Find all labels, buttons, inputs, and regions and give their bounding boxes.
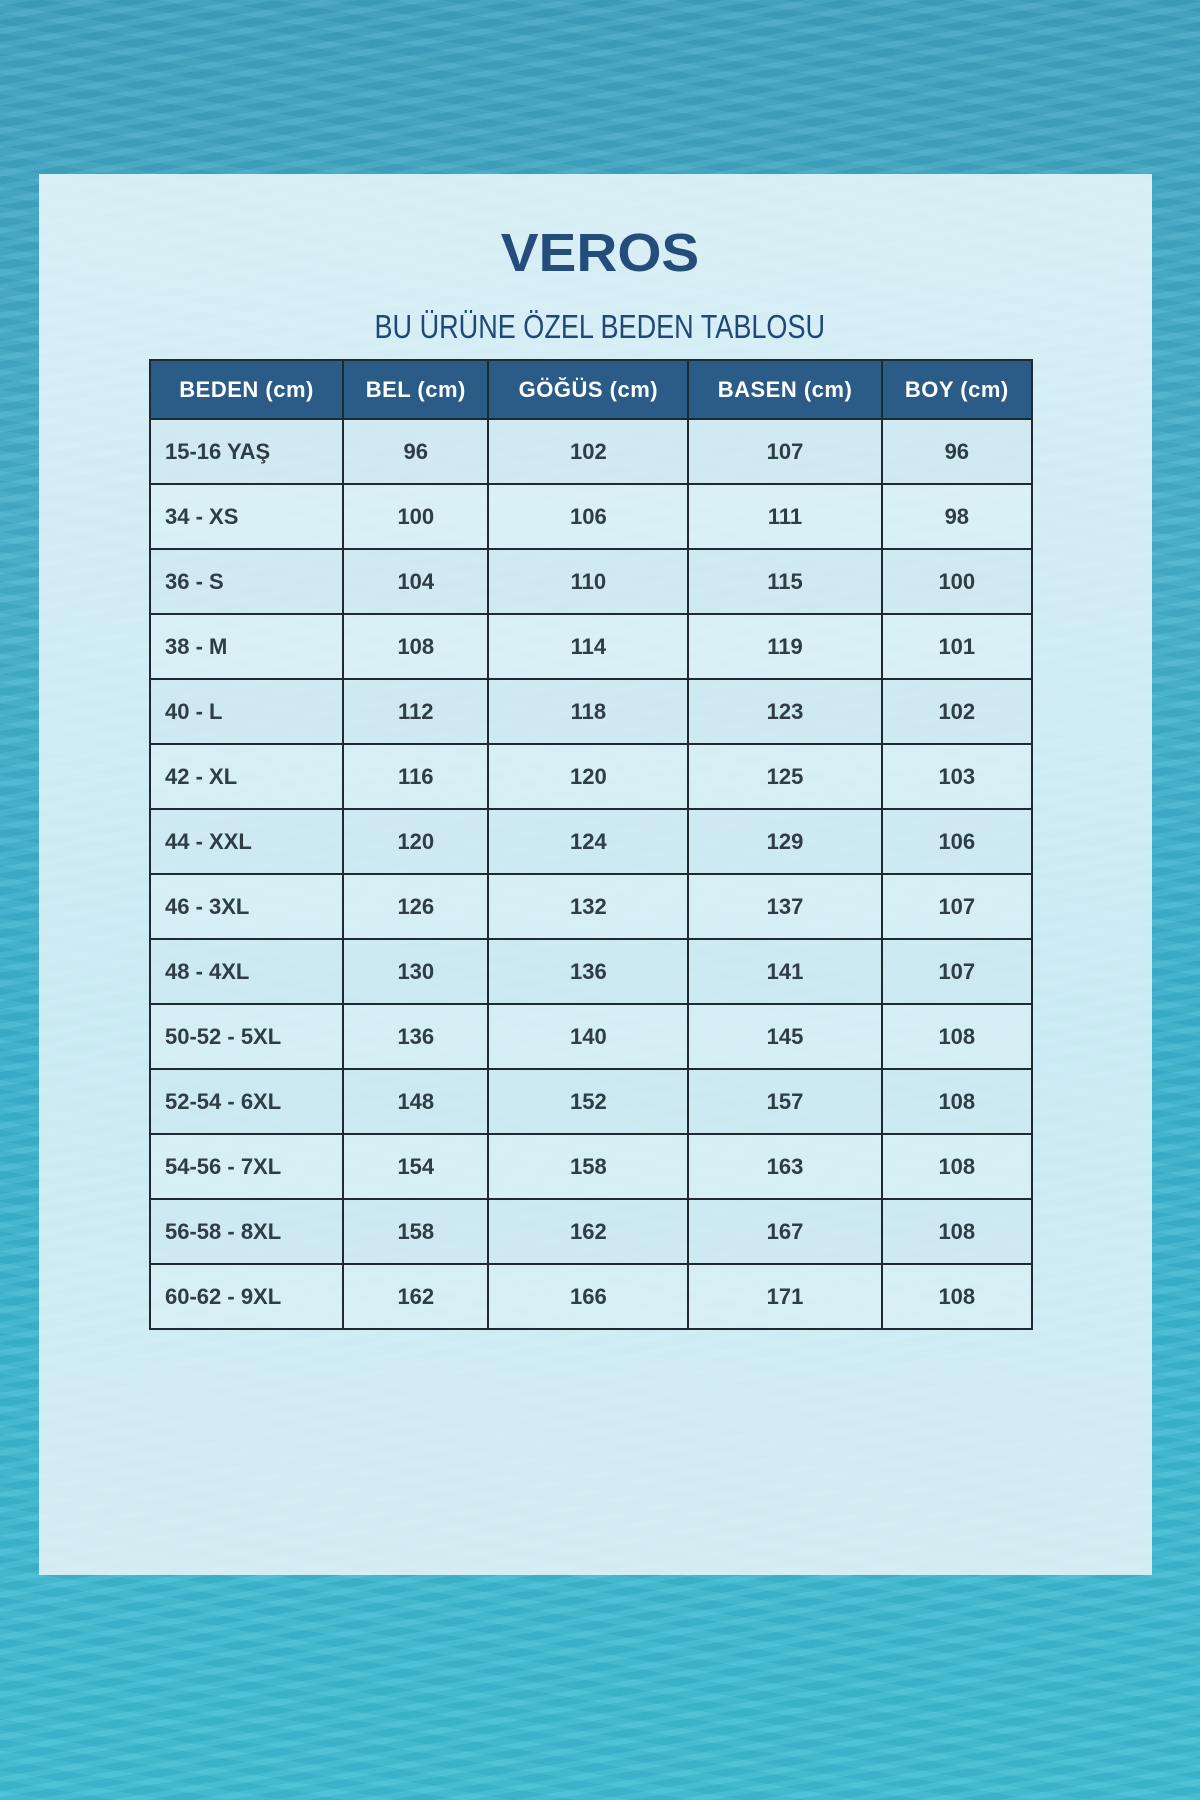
table-row: 56-58 - 8XL 158 162 167 108 bbox=[148, 1198, 1034, 1265]
measurement-cell: 101 bbox=[880, 613, 1034, 680]
measurement-cell: 108 bbox=[880, 1133, 1034, 1200]
column-header: BEDEN (cm) bbox=[148, 359, 345, 420]
measurement-cell: 152 bbox=[487, 1068, 690, 1135]
measurement-cell: 106 bbox=[880, 808, 1034, 875]
measurement-cell: 136 bbox=[342, 1003, 490, 1070]
measurement-cell: 111 bbox=[687, 483, 883, 550]
table-row: 15-16 YAŞ 96 102 107 96 bbox=[148, 418, 1034, 485]
column-header: BEL (cm) bbox=[342, 359, 490, 420]
measurement-cell: 108 bbox=[880, 1003, 1034, 1070]
measurement-cell: 103 bbox=[880, 743, 1034, 810]
measurement-cell: 102 bbox=[880, 678, 1034, 745]
size-cell: 44 - XXL bbox=[148, 808, 345, 875]
table-row: 50-52 - 5XL 136 140 145 108 bbox=[148, 1003, 1034, 1070]
size-cell: 38 - M bbox=[148, 613, 345, 680]
table-row: 44 - XXL 120 124 129 106 bbox=[148, 808, 1034, 875]
measurement-cell: 98 bbox=[880, 483, 1034, 550]
table-row: 40 - L 112 118 123 102 bbox=[148, 678, 1034, 745]
size-cell: 56-58 - 8XL bbox=[148, 1198, 345, 1265]
measurement-cell: 104 bbox=[342, 548, 490, 615]
size-cell: 52-54 - 6XL bbox=[148, 1068, 345, 1135]
measurement-cell: 148 bbox=[342, 1068, 490, 1135]
measurement-cell: 114 bbox=[487, 613, 690, 680]
measurement-cell: 166 bbox=[487, 1263, 690, 1330]
measurement-cell: 100 bbox=[880, 548, 1034, 615]
measurement-cell: 120 bbox=[487, 743, 690, 810]
measurement-cell: 123 bbox=[687, 678, 883, 745]
table-row: 38 - M 108 114 119 101 bbox=[148, 613, 1034, 680]
measurement-cell: 126 bbox=[342, 873, 490, 940]
size-cell: 60-62 - 9XL bbox=[148, 1263, 345, 1330]
measurement-cell: 140 bbox=[487, 1003, 690, 1070]
size-cell: 48 - 4XL bbox=[148, 938, 345, 1005]
subtitle-text: BU ÜRÜNE ÖZEL BEDEN TABLOSU bbox=[374, 308, 826, 345]
table-row: 52-54 - 6XL 148 152 157 108 bbox=[148, 1068, 1034, 1135]
measurement-cell: 110 bbox=[487, 548, 690, 615]
size-cell: 46 - 3XL bbox=[148, 873, 345, 940]
size-cell: 54-56 - 7XL bbox=[148, 1133, 345, 1200]
measurement-cell: 107 bbox=[880, 938, 1034, 1005]
measurement-cell: 96 bbox=[880, 418, 1034, 485]
measurement-cell: 129 bbox=[687, 808, 883, 875]
measurement-cell: 120 bbox=[342, 808, 490, 875]
column-header: BOY (cm) bbox=[880, 359, 1034, 420]
table-row: 34 - XS 100 106 111 98 bbox=[148, 483, 1034, 550]
measurement-cell: 115 bbox=[687, 548, 883, 615]
measurement-cell: 100 bbox=[342, 483, 490, 550]
measurement-cell: 158 bbox=[487, 1133, 690, 1200]
table-row: 60-62 - 9XL 162 166 171 108 bbox=[148, 1263, 1034, 1330]
measurement-cell: 96 bbox=[342, 418, 490, 485]
measurement-cell: 118 bbox=[487, 678, 690, 745]
size-cell: 40 - L bbox=[148, 678, 345, 745]
measurement-cell: 102 bbox=[487, 418, 690, 485]
size-table: BEDEN (cm) BEL (cm) GÖĞÜS (cm) BASEN (cm) BO… bbox=[148, 359, 1034, 1330]
size-cell: 42 - XL bbox=[148, 743, 345, 810]
table-row: 42 - XL 116 120 125 103 bbox=[148, 743, 1034, 810]
measurement-cell: 157 bbox=[687, 1068, 883, 1135]
measurement-cell: 145 bbox=[687, 1003, 883, 1070]
measurement-cell: 124 bbox=[487, 808, 690, 875]
measurement-cell: 137 bbox=[687, 873, 883, 940]
measurement-cell: 167 bbox=[687, 1198, 883, 1265]
measurement-cell: 106 bbox=[487, 483, 690, 550]
column-header: GÖĞÜS (cm) bbox=[487, 359, 690, 420]
size-cell: 36 - S bbox=[148, 548, 345, 615]
measurement-cell: 130 bbox=[342, 938, 490, 1005]
table-row: 46 - 3XL 126 132 137 107 bbox=[148, 873, 1034, 940]
column-header: BASEN (cm) bbox=[687, 359, 883, 420]
measurement-cell: 108 bbox=[880, 1068, 1034, 1135]
measurement-cell: 119 bbox=[687, 613, 883, 680]
measurement-cell: 125 bbox=[687, 743, 883, 810]
table-row: 36 - S 104 110 115 100 bbox=[148, 548, 1034, 615]
measurement-cell: 154 bbox=[342, 1133, 490, 1200]
measurement-cell: 112 bbox=[342, 678, 490, 745]
table-header-row: BEDEN (cm) BEL (cm) GÖĞÜS (cm) BASEN (cm) BO… bbox=[148, 359, 1034, 420]
table-row: 48 - 4XL 130 136 141 107 bbox=[148, 938, 1034, 1005]
measurement-cell: 136 bbox=[487, 938, 690, 1005]
measurement-cell: 108 bbox=[880, 1198, 1034, 1265]
brand-logo: VEROS bbox=[500, 223, 700, 283]
measurement-cell: 171 bbox=[687, 1263, 883, 1330]
measurement-cell: 141 bbox=[687, 938, 883, 1005]
measurement-cell: 108 bbox=[880, 1263, 1034, 1330]
measurement-cell: 162 bbox=[487, 1198, 690, 1265]
table-row: 54-56 - 7XL 154 158 163 108 bbox=[148, 1133, 1034, 1200]
size-cell: 50-52 - 5XL bbox=[148, 1003, 345, 1070]
measurement-cell: 163 bbox=[687, 1133, 883, 1200]
measurement-cell: 107 bbox=[880, 873, 1034, 940]
page-subtitle: BU ÜRÜNE ÖZEL BEDEN TABLOSU bbox=[0, 308, 1200, 346]
measurement-cell: 132 bbox=[487, 873, 690, 940]
measurement-cell: 162 bbox=[342, 1263, 490, 1330]
measurement-cell: 107 bbox=[687, 418, 883, 485]
size-cell: 15-16 YAŞ bbox=[148, 418, 345, 485]
measurement-cell: 158 bbox=[342, 1198, 490, 1265]
measurement-cell: 116 bbox=[342, 743, 490, 810]
measurement-cell: 108 bbox=[342, 613, 490, 680]
size-cell: 34 - XS bbox=[148, 483, 345, 550]
